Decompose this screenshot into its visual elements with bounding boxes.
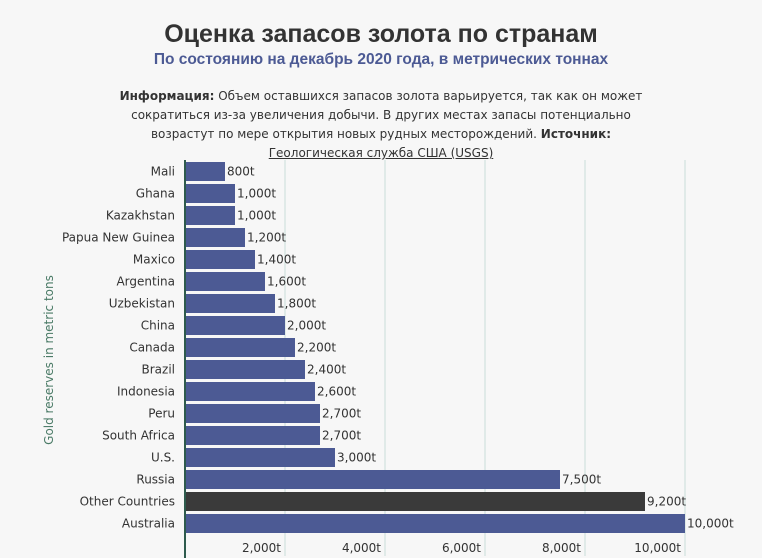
- category-label-1: Ghana: [136, 187, 175, 201]
- bar-6: [185, 294, 275, 313]
- value-label-16: 10,000t: [687, 517, 734, 531]
- category-label-0: Mali: [151, 165, 175, 179]
- bar-10: [185, 382, 315, 401]
- category-label-5: Argentina: [116, 275, 175, 289]
- category-label-10: Indonesia: [117, 385, 175, 399]
- category-label-15: Other Countries: [80, 495, 175, 509]
- category-label-3: Papua New Guinea: [62, 231, 175, 245]
- bar-16: [185, 514, 685, 533]
- bar-2: [185, 206, 235, 225]
- bar-3: [185, 228, 245, 247]
- bar-11: [185, 404, 320, 423]
- x-tick-label-0: 2,000t: [242, 541, 281, 555]
- source-link[interactable]: Геологическая служба США (USGS): [268, 146, 494, 160]
- x-tick-label-2: 6,000t: [442, 541, 481, 555]
- bar-4: [185, 250, 255, 269]
- category-label-6: Uzbekistan: [109, 297, 175, 311]
- chart-title: Оценка запасов золота по странам: [164, 20, 598, 48]
- bar-1: [185, 184, 235, 203]
- value-label-1: 1,000t: [237, 187, 276, 201]
- category-label-2: Kazakhstan: [106, 209, 175, 223]
- value-label-7: 2,000t: [287, 319, 326, 333]
- bar-8: [185, 338, 295, 357]
- value-label-13: 3,000t: [337, 451, 376, 465]
- bar-14: [185, 470, 560, 489]
- bar-7: [185, 316, 285, 335]
- value-label-2: 1,000t: [237, 209, 276, 223]
- category-label-7: China: [141, 319, 175, 333]
- value-label-10: 2,600t: [317, 385, 356, 399]
- value-label-4: 1,400t: [257, 253, 296, 267]
- value-label-14: 7,500t: [562, 473, 601, 487]
- category-label-11: Peru: [148, 407, 175, 421]
- chart-subtitle: По состоянию на декабрь 2020 года, в мет…: [153, 51, 609, 68]
- category-label-12: South Africa: [102, 429, 175, 443]
- value-label-0: 800t: [227, 165, 255, 179]
- value-label-12: 2,700t: [322, 429, 361, 443]
- x-tick-label-4: 10,000t: [634, 541, 681, 555]
- category-label-4: Maxico: [133, 253, 175, 267]
- category-label-13: U.S.: [151, 451, 175, 465]
- value-label-8: 2,200t: [297, 341, 336, 355]
- bar-15: [185, 492, 645, 511]
- y-axis-title: Gold reserves in metric tons: [42, 275, 56, 445]
- source-label: Источник:: [540, 127, 612, 141]
- category-label-16: Australia: [122, 517, 175, 531]
- value-label-9: 2,400t: [307, 363, 346, 377]
- value-label-11: 2,700t: [322, 407, 361, 421]
- category-label-9: Brazil: [142, 363, 176, 377]
- value-label-3: 1,200t: [247, 231, 286, 245]
- bar-0: [185, 162, 225, 181]
- bar-9: [185, 360, 305, 379]
- x-tick-label-1: 4,000t: [342, 541, 381, 555]
- value-label-15: 9,200t: [647, 495, 686, 509]
- bar-13: [185, 448, 335, 467]
- info-label: Информация:: [119, 89, 215, 103]
- value-label-6: 1,800t: [277, 297, 316, 311]
- category-label-14: Russia: [136, 473, 175, 487]
- info-paragraph: Информация: Объем оставшихся запасов зол…: [110, 87, 652, 163]
- bar-5: [185, 272, 265, 291]
- category-label-8: Canada: [129, 341, 175, 355]
- bar-12: [185, 426, 320, 445]
- info-text: Объем оставшихся запасов золота варьируе…: [131, 89, 643, 141]
- x-tick-label-3: 8,000t: [542, 541, 581, 555]
- value-label-5: 1,600t: [267, 275, 306, 289]
